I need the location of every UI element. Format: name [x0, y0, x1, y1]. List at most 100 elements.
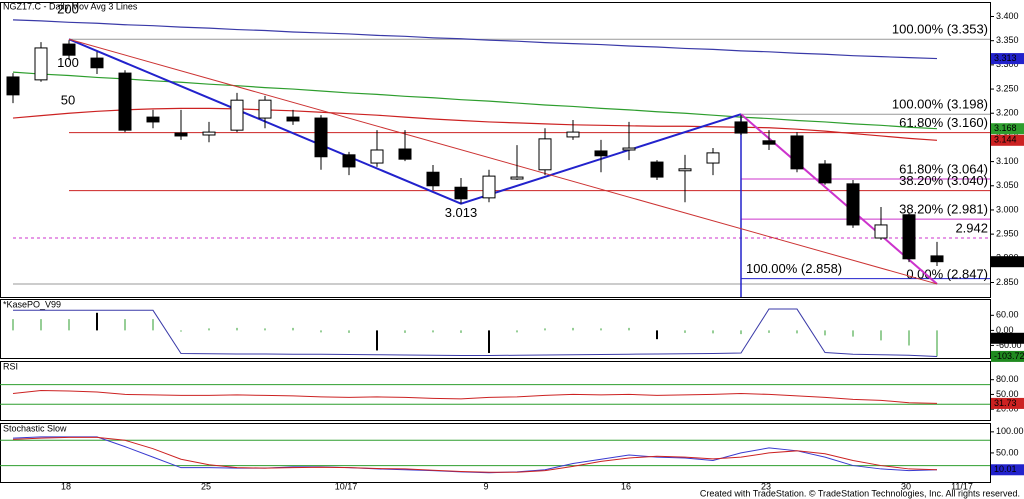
panel-frame [0, 423, 991, 483]
y-tick-label: 60.00 [996, 310, 1019, 320]
candle-body [174, 132, 188, 137]
ma-label: 50 [61, 93, 75, 108]
candle-body [678, 168, 692, 172]
y-tick-label: 0.00 [996, 325, 1014, 335]
y-tick-label: 3.250 [996, 83, 1019, 93]
y-tick-label: 3.350 [996, 35, 1019, 45]
trendline [68, 38, 742, 205]
y-tick-label: -60.00 [996, 340, 1022, 350]
candle-body [734, 121, 748, 134]
candle-body [314, 117, 328, 158]
indicator-line [12, 436, 938, 473]
x-tick-label: 10/17 [335, 481, 358, 491]
candle-body [62, 43, 76, 56]
x-tick-label: 11/17 [951, 481, 973, 491]
candle-body [846, 183, 860, 226]
fib-label: 61.80% (3.160) [899, 115, 988, 130]
x-tick-label: 16 [621, 481, 631, 491]
candle-body [790, 135, 804, 170]
candle-body [34, 47, 48, 81]
y-tick-label: 2.850 [996, 277, 1019, 287]
fib-label: 100.00% (3.353) [892, 22, 988, 37]
price-tag-label: 2.893 [994, 256, 1017, 266]
y-tick-label: 100.00 [996, 426, 1024, 436]
moving-average [12, 19, 938, 60]
x-tick-label: 25 [201, 481, 211, 491]
fib-label: 2.942 [955, 220, 988, 235]
price-tag-label: 10.01 [994, 464, 1017, 474]
candle-body [566, 131, 580, 138]
candle-body [202, 131, 216, 136]
indicator-line [12, 436, 938, 474]
candle-body [146, 116, 160, 123]
y-tick-label: 3.300 [996, 59, 1019, 69]
moving-average [12, 107, 938, 141]
y-tick-label: 3.200 [996, 108, 1019, 118]
price-tag-label: 3.144 [994, 135, 1017, 145]
y-tick-label: 2.950 [996, 229, 1019, 239]
candle-body [398, 148, 412, 160]
y-tick-label: 3.400 [996, 11, 1019, 21]
y-tick-label: 3.100 [996, 156, 1019, 166]
panel-title: RSI [3, 361, 18, 371]
y-tick-label: 3.000 [996, 204, 1019, 214]
price-tag-label: -103.72 [994, 351, 1024, 361]
price-tag [991, 134, 1024, 146]
candle-body [622, 147, 636, 151]
indicator-line [12, 389, 938, 404]
candle-body [706, 152, 720, 164]
indicator-line [13, 308, 938, 357]
candle-body [482, 175, 496, 199]
candle-body [510, 176, 524, 180]
footer: Created with TradeStation. © TradeStatio… [700, 488, 1020, 498]
y-tick-label: 3.050 [996, 180, 1019, 190]
price-tag [991, 256, 1024, 268]
x-tick-label: 23 [761, 481, 771, 491]
y-tick-label: 50.00 [996, 447, 1019, 457]
moving-average [12, 71, 938, 130]
candle-body [762, 140, 776, 145]
panel-title: Stochastic Slow [3, 423, 67, 433]
price-tag [991, 123, 1024, 135]
fib-label: 100.00% (2.858) [746, 261, 842, 276]
candle-body [902, 214, 916, 260]
candle-body [342, 154, 356, 168]
fib-label: 100.00% (3.198) [892, 97, 988, 112]
price-tag-label: 31.73 [994, 398, 1017, 408]
panel-title: *KasePO_V99 [3, 299, 61, 309]
candle-body [230, 99, 244, 131]
candle-body [370, 149, 384, 164]
y-tick-label: 50.00 [996, 389, 1019, 399]
candle-body [818, 163, 832, 184]
fib-label: 0.00% (2.847) [906, 266, 988, 281]
panel-frame [0, 299, 991, 359]
fib-label: 38.20% (3.040) [899, 173, 988, 188]
candle-body [118, 72, 132, 131]
panel-frame [0, 361, 991, 421]
price-tag [991, 53, 1024, 65]
fib-label: 61.80% (3.064) [899, 161, 988, 176]
price-tag [991, 350, 1024, 362]
price-tag [991, 332, 1024, 344]
y-tick-label: 80.00 [996, 374, 1019, 384]
x-tick-label: 9 [483, 481, 488, 491]
price-tag [991, 464, 1024, 476]
fib-label: 38.20% (2.981) [899, 202, 988, 217]
price-tag-label: -31.43 [994, 333, 1020, 343]
candle-body [538, 138, 552, 171]
x-tick-label: 30 [901, 481, 911, 491]
price-tag-label: 3.168 [994, 123, 1017, 133]
low-label: 3.013 [445, 205, 478, 220]
candle-body [6, 76, 20, 96]
price-tag-label: 3.313 [994, 53, 1017, 63]
ma-label: 200 [57, 2, 79, 17]
candle-body [874, 224, 888, 239]
x-tick-label: 18 [61, 481, 71, 491]
candle-body [650, 161, 664, 178]
candle-body [258, 99, 272, 119]
trendline [68, 38, 938, 285]
candle-body [426, 171, 440, 187]
panel-frame [0, 2, 991, 298]
